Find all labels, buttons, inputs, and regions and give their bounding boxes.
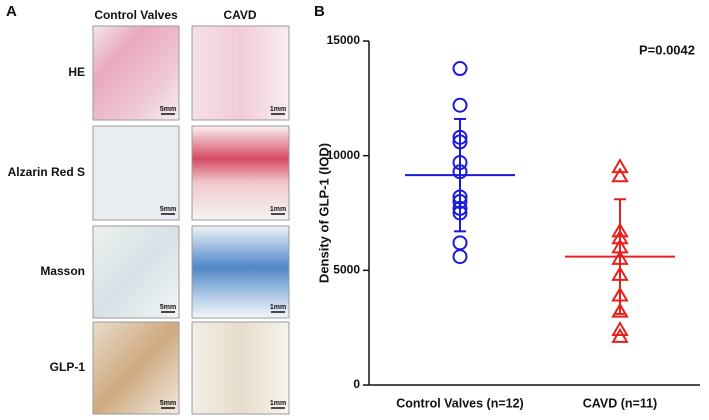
point — [611, 302, 629, 318]
image-masson-cavd — [191, 225, 290, 319]
point — [611, 320, 629, 336]
row-label: Masson — [40, 264, 85, 278]
row-label: HE — [68, 65, 85, 79]
scale-bar-label: 5mm — [160, 400, 176, 407]
point — [452, 164, 468, 180]
scale-bar-label: 1mm — [270, 206, 286, 213]
scale-bar-label: 1mm — [270, 106, 286, 113]
y-tick-label: 15000 — [327, 33, 361, 47]
image-glp1-cavd — [191, 321, 290, 415]
column-label: Control Valves — [94, 8, 178, 22]
point — [611, 327, 629, 343]
point — [452, 249, 468, 265]
column-label: CAVD — [223, 8, 256, 22]
annotation: P=0.0042 — [639, 42, 695, 57]
image-glp1-control — [92, 321, 180, 415]
point — [452, 189, 468, 205]
point — [611, 229, 629, 245]
point — [611, 167, 629, 183]
image-he-control — [92, 25, 180, 121]
point — [452, 200, 468, 216]
point — [611, 249, 629, 265]
point — [452, 205, 468, 221]
x-tick-label: Control Valves (n=12) — [396, 396, 523, 410]
y-tick-label: 0 — [353, 377, 360, 391]
y-tick-label: 10000 — [327, 148, 361, 162]
point — [452, 61, 468, 77]
point — [611, 286, 629, 302]
scale-bar-label: 1mm — [270, 400, 286, 407]
row-label: GLP-1 — [50, 360, 86, 374]
point — [452, 97, 468, 113]
image-ar-control — [92, 125, 180, 221]
point — [452, 235, 468, 251]
y-axis-label: Density of GLP-1 (IOD) — [316, 143, 331, 283]
point — [452, 129, 468, 145]
image-masson-control — [92, 225, 180, 319]
point — [611, 222, 629, 238]
scale-bar-label: 5mm — [160, 106, 176, 113]
scale-bar-label: 5mm — [160, 304, 176, 311]
point — [611, 158, 629, 174]
point — [452, 155, 468, 171]
scale-bar-label: 5mm — [160, 206, 176, 213]
micrographs — [92, 25, 290, 415]
scale-bar-label: 1mm — [270, 304, 286, 311]
row-label: Alzarin Red S — [8, 165, 85, 179]
panel-label: A — [6, 3, 17, 20]
panel-label: B — [314, 3, 325, 20]
point — [452, 194, 468, 210]
point — [611, 265, 629, 281]
y-tick-label: 5000 — [333, 263, 360, 277]
point — [452, 134, 468, 150]
image-he-cavd — [191, 25, 290, 121]
x-tick-label: CAVD (n=11) — [583, 396, 657, 410]
image-ar-cavd — [191, 125, 290, 221]
